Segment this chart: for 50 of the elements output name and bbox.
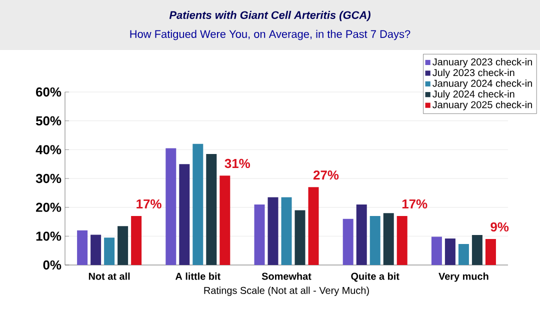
bar (472, 235, 482, 265)
data-label: 9% (490, 222, 509, 232)
bar (118, 226, 128, 265)
data-label: 31% (224, 158, 250, 168)
legend-label: January 2025 check-in (432, 100, 532, 110)
bar (131, 216, 142, 265)
x-tick-label: Very much (438, 272, 488, 282)
bar (485, 239, 496, 265)
x-tick-label: A little bit (175, 272, 220, 280)
bar (254, 204, 265, 265)
x-tick-label: Somewhat (262, 272, 312, 280)
bar (431, 236, 442, 265)
bar (281, 197, 292, 265)
y-tick-label: 20% (36, 202, 62, 212)
x-axis-title: Ratings Scale (Not at all - Very Much) (204, 286, 369, 296)
y-tick-label: 50% (36, 116, 62, 126)
chart-title: Patients with Giant Cell Arteritis (GCA) (169, 10, 370, 22)
legend-label: January 2023 check-in (432, 58, 532, 68)
bar (90, 234, 102, 265)
bar (166, 148, 176, 265)
x-tick-label: Not at all (88, 272, 130, 280)
bar (356, 204, 367, 265)
data-label: 27% (313, 170, 339, 180)
y-tick-label: 30% (36, 174, 62, 184)
bar (206, 154, 217, 265)
bar (396, 216, 408, 265)
chart-subtitle: How Fatigued Were You, on Average, in the Past 7 Days? (130, 30, 410, 40)
bar (179, 164, 190, 265)
y-tick-label: 40% (36, 145, 62, 154)
data-label: 17% (402, 199, 428, 208)
y-tick-label: 60% (36, 87, 62, 97)
bar (342, 218, 354, 265)
bar (458, 244, 469, 265)
data-label: 17% (136, 199, 162, 208)
bar (308, 187, 319, 265)
y-tick-label: 0% (43, 260, 62, 270)
bar (192, 144, 204, 265)
bar (220, 176, 230, 265)
bar (370, 216, 380, 265)
legend-label: July 2024 check-in (432, 90, 514, 100)
y-tick-label: 10% (36, 232, 62, 241)
bar (104, 238, 115, 265)
bar (383, 213, 394, 265)
legend-label: July 2023 check-in (432, 68, 514, 78)
bar (77, 230, 88, 265)
legend-label: January 2024 check-in (432, 80, 532, 89)
bar (294, 210, 306, 265)
bar (444, 238, 456, 265)
x-tick-label: Quite a bit (351, 272, 400, 282)
bar (268, 197, 278, 265)
